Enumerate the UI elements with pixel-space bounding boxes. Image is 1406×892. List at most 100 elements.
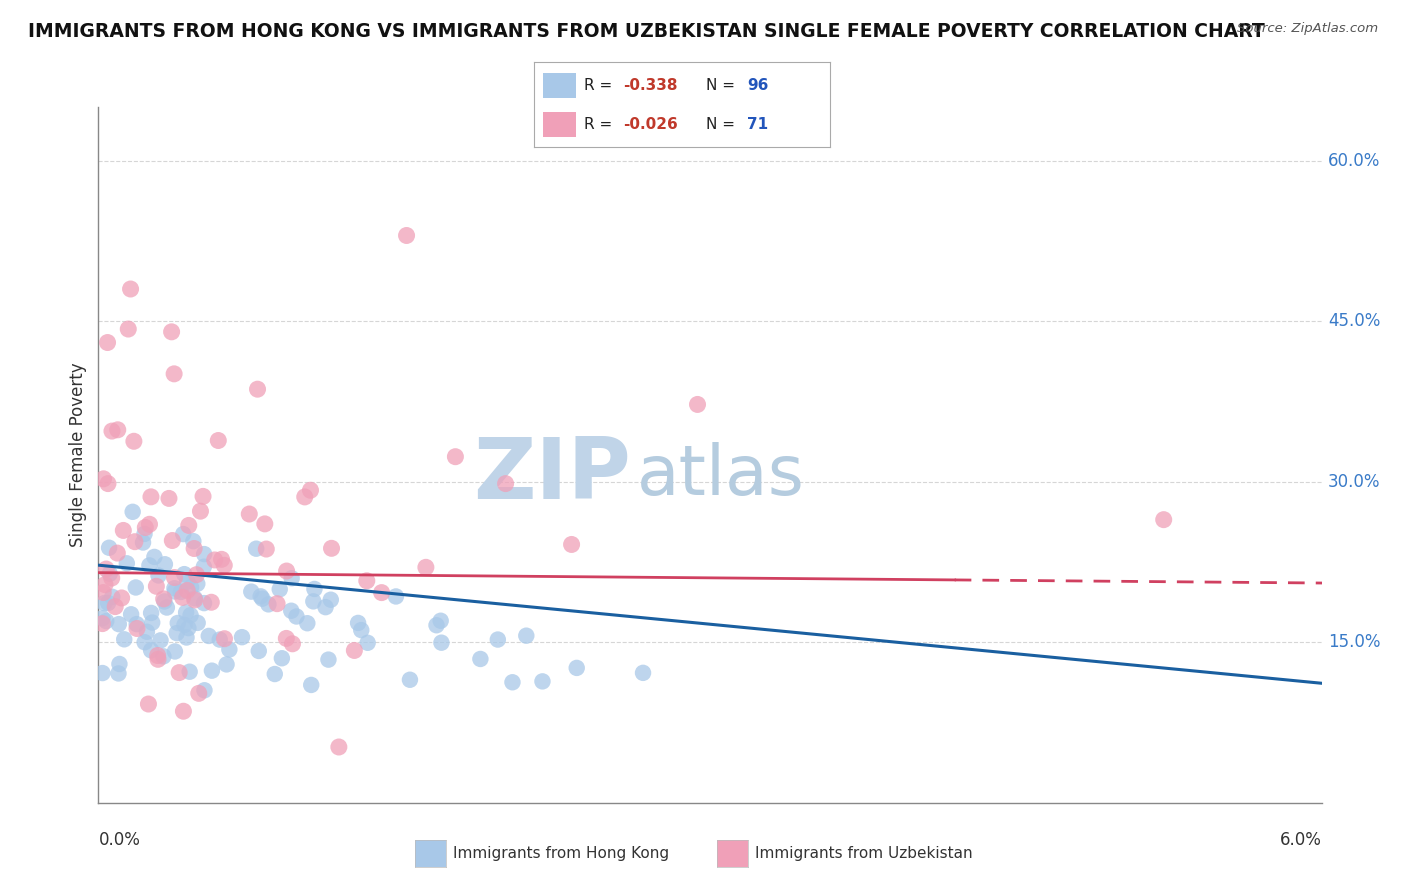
Point (246, 382, 269, 396)
Point (245, 541, 267, 556)
Point (631, 665, 654, 680)
Point (179, 665, 201, 679)
Point (135, 624, 157, 639)
Point (172, 527, 194, 541)
Point (100, 571, 122, 585)
Text: 45.0%: 45.0% (1327, 312, 1381, 330)
Point (297, 616, 319, 631)
Point (207, 434, 229, 448)
Point (304, 582, 326, 596)
Point (370, 585, 392, 599)
Point (139, 490, 162, 504)
Point (208, 632, 231, 647)
Point (139, 606, 162, 620)
Point (138, 697, 160, 711)
Point (350, 623, 373, 637)
Point (134, 520, 156, 534)
Text: Immigrants from Hong Kong: Immigrants from Hong Kong (453, 847, 669, 861)
Point (470, 652, 492, 666)
Point (173, 618, 195, 632)
Point (249, 590, 271, 604)
Point (156, 600, 179, 615)
Point (399, 673, 422, 687)
Text: 15.0%: 15.0% (1327, 633, 1381, 651)
Point (97, 476, 120, 491)
Point (163, 570, 186, 584)
Point (112, 632, 135, 647)
Text: R =: R = (585, 117, 617, 132)
Point (146, 652, 169, 666)
Point (257, 598, 280, 612)
Point (184, 593, 207, 607)
Point (193, 683, 215, 698)
Point (193, 547, 215, 561)
Point (183, 541, 205, 556)
Point (429, 614, 451, 628)
Point (111, 591, 134, 605)
Point (328, 739, 350, 754)
Point (200, 595, 222, 609)
Point (125, 581, 148, 595)
Point (134, 635, 156, 649)
Point (120, 607, 142, 622)
Point (162, 533, 184, 548)
Point (1153, 513, 1175, 527)
Point (321, 541, 343, 556)
Point (183, 591, 205, 606)
Point (97, 596, 120, 610)
Point (125, 617, 148, 632)
Point (187, 686, 209, 700)
Point (201, 664, 224, 678)
Point (186, 576, 208, 591)
Point (157, 491, 180, 506)
Point (495, 476, 517, 491)
Text: R =: R = (585, 78, 617, 93)
Point (134, 527, 156, 541)
Point (211, 552, 233, 566)
Point (319, 592, 342, 607)
Point (125, 622, 148, 636)
Point (176, 574, 198, 589)
Text: 30.0%: 30.0% (1327, 473, 1381, 491)
Point (215, 657, 238, 672)
Bar (543, 72, 575, 98)
Point (172, 591, 194, 605)
Point (252, 591, 274, 606)
Point (105, 546, 128, 560)
Point (163, 644, 186, 658)
Point (152, 591, 174, 606)
Text: Immigrants from Uzbekistan: Immigrants from Uzbekistan (755, 847, 973, 861)
Point (318, 652, 340, 666)
Text: 96: 96 (747, 78, 768, 93)
Point (124, 534, 146, 549)
Text: 71: 71 (747, 117, 768, 132)
Point (191, 489, 214, 503)
Point (98, 541, 121, 555)
Point (170, 585, 193, 599)
Point (280, 604, 302, 618)
Point (240, 584, 263, 599)
Point (101, 590, 124, 604)
Point (93, 472, 115, 486)
Point (145, 579, 167, 593)
Point (343, 643, 366, 657)
Point (91, 611, 114, 625)
Point (238, 507, 260, 521)
Text: 0.0%: 0.0% (98, 830, 141, 848)
Point (204, 553, 226, 567)
Point (160, 325, 183, 339)
Text: -0.026: -0.026 (623, 117, 678, 132)
Point (107, 423, 129, 437)
Point (176, 583, 198, 598)
Point (176, 631, 198, 645)
Point (218, 642, 240, 657)
Point (385, 590, 408, 604)
Text: IMMIGRANTS FROM HONG KONG VS IMMIGRANTS FROM UZBEKISTAN SINGLE FEMALE POVERTY CO: IMMIGRANTS FROM HONG KONG VS IMMIGRANTS … (28, 22, 1265, 41)
Point (247, 644, 270, 658)
Point (315, 600, 337, 615)
Point (152, 649, 174, 664)
Point (299, 678, 322, 692)
Point (117, 322, 139, 336)
Point (270, 651, 292, 665)
Point (108, 617, 131, 632)
